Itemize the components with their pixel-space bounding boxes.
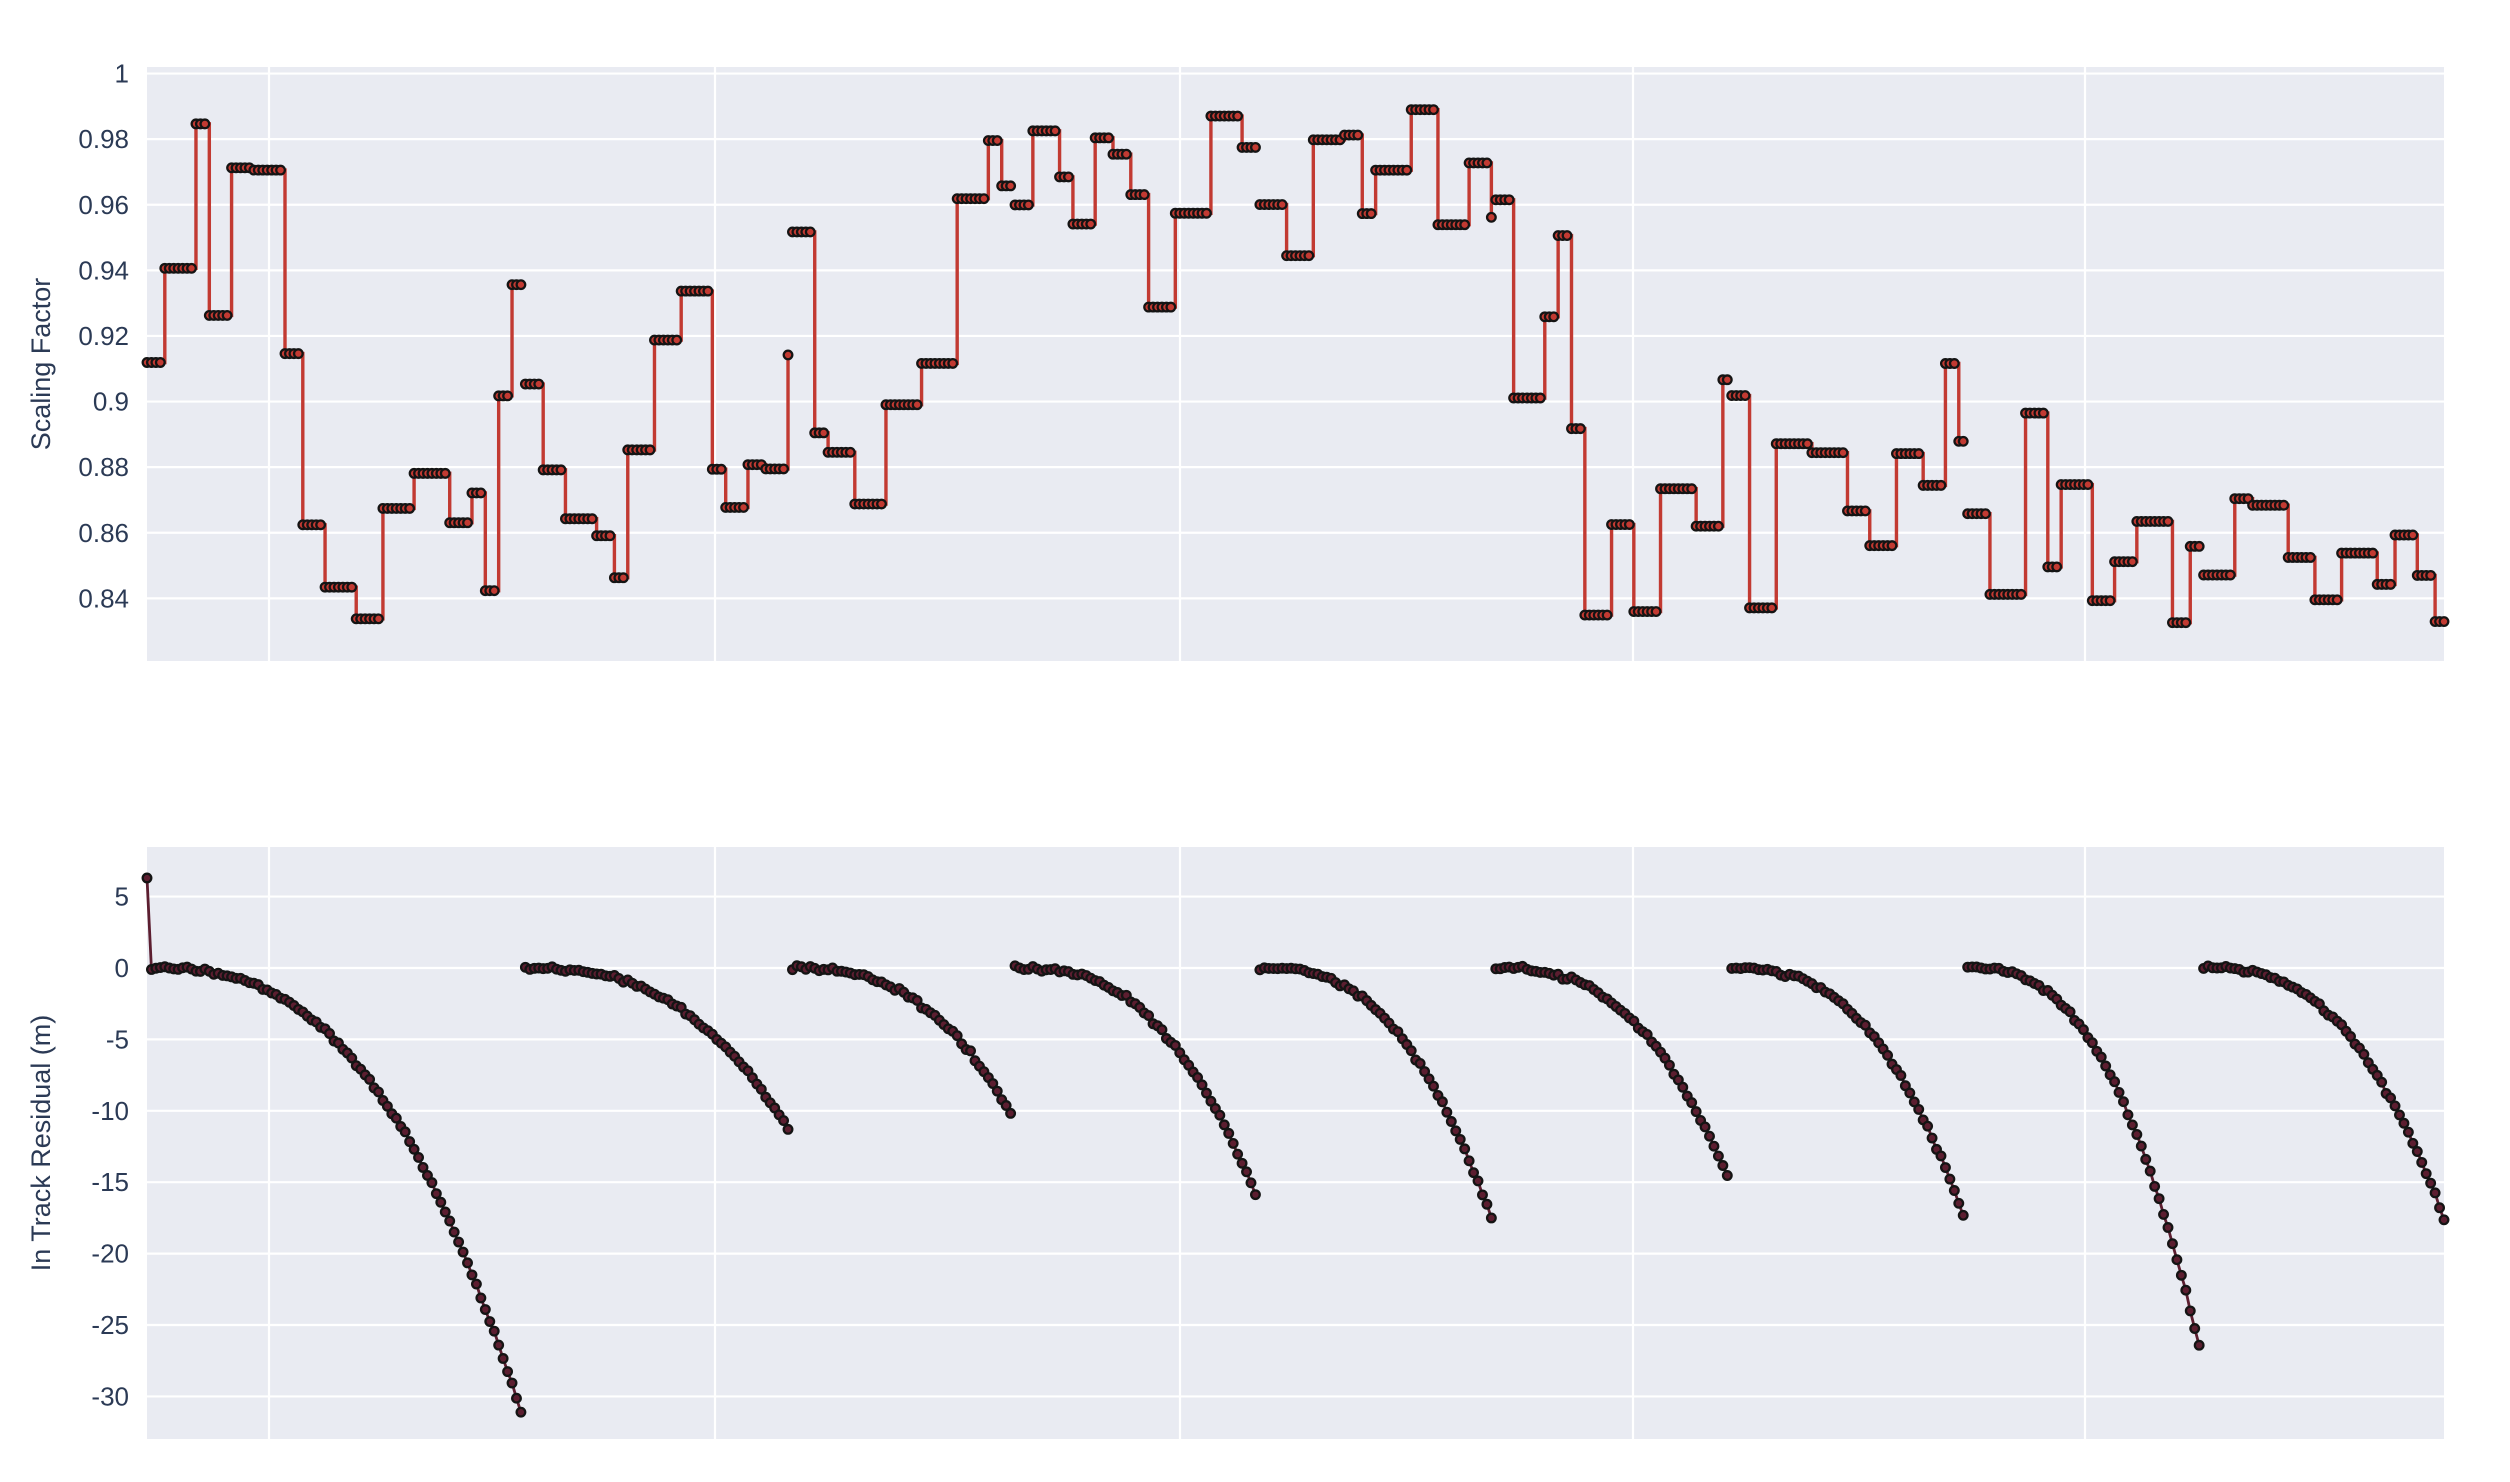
svg-text:5: 5 [115,882,129,912]
svg-text:-30: -30 [91,1381,129,1411]
svg-text:-5: -5 [106,1024,129,1054]
svg-text:0.96: 0.96 [78,190,129,220]
svg-text:0.86: 0.86 [78,518,129,548]
svg-text:0.94: 0.94 [78,255,129,285]
svg-text:0: 0 [115,953,129,983]
svg-text:0.84: 0.84 [78,583,129,613]
svg-text:0.92: 0.92 [78,321,129,351]
svg-text:Scaling Factor: Scaling Factor [26,278,56,451]
svg-text:0.9: 0.9 [93,387,129,417]
svg-text:In Track Residual (m): In Track Residual (m) [26,1015,56,1272]
svg-text:0.88: 0.88 [78,452,129,482]
svg-text:-10: -10 [91,1096,129,1126]
svg-text:-20: -20 [91,1239,129,1269]
svg-text:-15: -15 [91,1167,129,1197]
svg-text:1: 1 [115,59,129,89]
svg-text:0.98: 0.98 [78,124,129,154]
svg-text:-25: -25 [91,1310,129,1340]
